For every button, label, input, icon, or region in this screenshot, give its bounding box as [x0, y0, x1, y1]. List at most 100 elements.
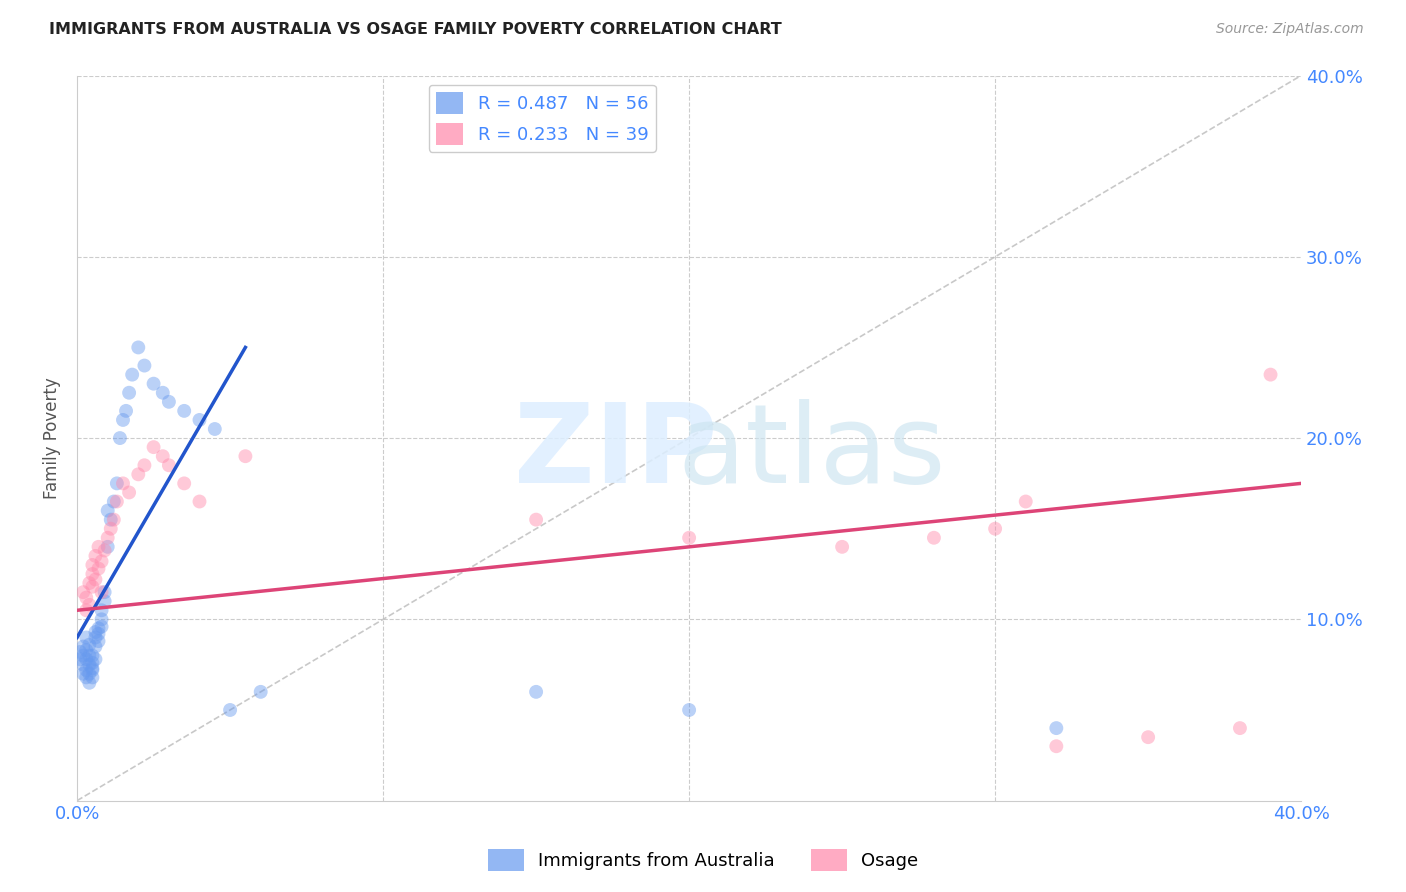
Text: Source: ZipAtlas.com: Source: ZipAtlas.com [1216, 22, 1364, 37]
Point [127, 467, 149, 482]
Point [79, 666, 101, 681]
Point [79, 675, 101, 690]
Point [93, 594, 115, 608]
Point [219, 703, 242, 717]
Point [75, 663, 97, 677]
Point [111, 476, 134, 491]
Point [72, 666, 94, 681]
Point [1045, 721, 1067, 735]
Point [111, 413, 134, 427]
Point [157, 458, 180, 473]
Point [188, 413, 211, 427]
Point [87, 627, 110, 641]
Point [524, 685, 547, 699]
Point [90, 619, 112, 633]
Point [152, 449, 174, 463]
Point [204, 422, 226, 436]
Point [82, 656, 104, 670]
Point [134, 458, 156, 473]
Point [84, 652, 107, 666]
Point [108, 431, 131, 445]
Y-axis label: Family Poverty: Family Poverty [44, 377, 60, 499]
Point [127, 340, 149, 354]
Point [188, 494, 211, 508]
Point [115, 404, 138, 418]
Point [75, 591, 97, 605]
Point [1045, 739, 1067, 754]
Point [93, 543, 115, 558]
Legend: Immigrants from Australia, Osage: Immigrants from Australia, Osage [481, 842, 925, 879]
Point [69, 645, 91, 659]
Point [82, 558, 104, 572]
Point [75, 603, 97, 617]
Point [100, 513, 122, 527]
Point [75, 643, 97, 657]
Point [82, 567, 104, 582]
Point [524, 513, 547, 527]
Point [82, 670, 104, 684]
Point [72, 648, 94, 663]
Point [87, 621, 110, 635]
Point [79, 648, 101, 663]
Point [121, 368, 143, 382]
Point [69, 652, 91, 666]
Point [105, 476, 128, 491]
Point [90, 585, 112, 599]
Point [1137, 730, 1160, 744]
Point [75, 670, 97, 684]
Point [90, 612, 112, 626]
Point [831, 540, 853, 554]
Point [922, 531, 945, 545]
Point [79, 638, 101, 652]
Point [134, 359, 156, 373]
Point [87, 561, 110, 575]
Point [678, 531, 700, 545]
Text: IMMIGRANTS FROM AUSTRALIA VS OSAGE FAMILY POVERTY CORRELATION CHART: IMMIGRANTS FROM AUSTRALIA VS OSAGE FAMIL… [49, 22, 782, 37]
Point [84, 625, 107, 640]
Point [82, 580, 104, 594]
Point [72, 657, 94, 672]
Point [142, 376, 165, 391]
Point [82, 663, 104, 677]
Point [118, 385, 141, 400]
Legend: R = 0.487   N = 56, R = 0.233   N = 39: R = 0.487 N = 56, R = 0.233 N = 39 [429, 85, 655, 152]
Point [97, 540, 120, 554]
Point [97, 503, 120, 517]
Point [87, 540, 110, 554]
Point [79, 598, 101, 612]
Point [79, 576, 101, 591]
Point [72, 585, 94, 599]
Point [97, 531, 120, 545]
Text: ZIP: ZIP [515, 399, 717, 506]
Point [173, 476, 195, 491]
Point [103, 513, 125, 527]
Point [93, 585, 115, 599]
Point [75, 631, 97, 645]
Point [84, 640, 107, 654]
Point [84, 573, 107, 587]
Text: atlas: atlas [678, 399, 946, 506]
Point [90, 603, 112, 617]
Point [152, 385, 174, 400]
Point [249, 685, 271, 699]
Point [82, 648, 104, 663]
Point [118, 485, 141, 500]
Point [75, 652, 97, 666]
Point [157, 394, 180, 409]
Point [984, 522, 1007, 536]
Point [105, 494, 128, 508]
Point [79, 657, 101, 672]
Point [84, 631, 107, 645]
Point [87, 634, 110, 648]
Point [90, 554, 112, 568]
Point [173, 404, 195, 418]
Point [82, 661, 104, 675]
Point [84, 549, 107, 563]
Point [142, 440, 165, 454]
Point [72, 640, 94, 654]
Point [1015, 494, 1038, 508]
Point [678, 703, 700, 717]
Point [1229, 721, 1251, 735]
Point [100, 522, 122, 536]
Point [1260, 368, 1282, 382]
